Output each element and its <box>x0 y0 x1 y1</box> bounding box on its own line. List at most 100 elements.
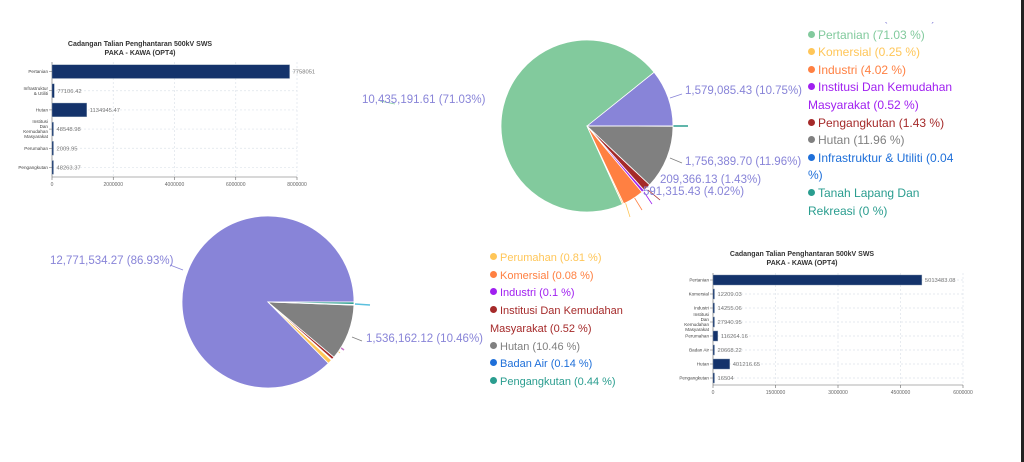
x-tick-label: 3000000 <box>828 390 848 396</box>
bar-value-label: 20668.22 <box>718 348 742 354</box>
bar-value-label: 14255.06 <box>718 306 742 312</box>
bar-value-label: 401216.65 <box>733 362 760 368</box>
bar <box>712 330 719 342</box>
legend-item[interactable]: Perumahan (10.75 %) <box>808 22 960 27</box>
legend-item[interactable]: Pengangkutan (0.44 %) <box>490 374 630 392</box>
legend-dot-icon <box>808 118 815 126</box>
bar-chart-1-title: Cadangan Talian Penghantaran 500kV SWS P… <box>67 41 213 57</box>
bar-chart-1: 0 2000000 4000000 6000000 8000000 7758051 Pert… <box>18 62 316 188</box>
x-tick-label: 1500000 <box>766 390 786 396</box>
category-label: Hutan <box>697 362 710 367</box>
legend-dot-icon <box>490 253 497 260</box>
legend-label: Hutan (11.96 %) <box>818 133 905 148</box>
category-label: Pengangkutan <box>18 165 48 170</box>
legend-label: Perumahan (10.75 %) <box>818 22 935 24</box>
bar-value-label: 12209.03 <box>718 292 742 298</box>
bar-chart-2: 0 1500000 3000000 4500000 6000000 5013483.08 P… <box>679 273 973 396</box>
bar-value-label: 116264.16 <box>721 334 748 340</box>
pie-slice <box>585 125 674 186</box>
legend-dot-icon <box>808 153 815 161</box>
category-label: Pengangkutan <box>679 376 709 381</box>
pie-2-label-largest: 12,771,534.27 (86.93%) <box>50 255 174 267</box>
legend-item[interactable]: Badan Air (0.14 %) <box>490 356 630 374</box>
legend-dot-icon <box>808 30 815 38</box>
category-label: Pertanian <box>28 69 48 74</box>
bar <box>51 121 54 137</box>
pie-1-label-perumahan: 1,579,085.43 (10.75%) <box>685 85 803 97</box>
legend-label: Pengangkutan (1.43 %) <box>818 115 945 130</box>
legend-dot-icon <box>490 359 497 367</box>
bar-value-label: 2009.95 <box>57 146 78 152</box>
bar-value-label: 27940.95 <box>718 320 742 326</box>
pie-slice <box>500 39 655 213</box>
window-edge <box>1021 0 1024 462</box>
legend-item[interactable]: Industri (0.1 %) <box>490 285 630 303</box>
bar <box>712 274 923 286</box>
legend-label: Institusi Dan Kemudahan Masyarakat (0.52… <box>808 80 953 112</box>
legend-dot-icon <box>808 48 815 56</box>
x-tick-label: 0 <box>712 390 715 396</box>
legend-label: Infrastruktur & Utiliti (0.04 %) <box>808 150 954 183</box>
legend-label: Badan Air (0.14 %) <box>500 358 593 371</box>
bar <box>712 358 730 370</box>
legend-item[interactable]: Perumahan (0.81 %) <box>490 250 630 268</box>
category-label: Industri <box>694 306 709 311</box>
bar <box>712 372 715 384</box>
bar <box>712 302 715 314</box>
pie-chart-1 <box>380 39 688 218</box>
category-label: Infrastruktur & Utiliti <box>23 86 48 96</box>
bar-value-label: 48548.98 <box>57 127 81 133</box>
pie-1-legend: Perumahan (10.75 %) Pertanian (71.03 %) Ko… <box>808 22 968 242</box>
bar-value-label: 7758051 <box>293 70 316 76</box>
bar-value-label: 5013483.08 <box>925 278 956 284</box>
bar-chart-2-title: Cadangan Talian Penghantaran 500kV SWS P… <box>729 251 875 267</box>
category-label: Perumahan <box>24 146 48 151</box>
pie-slice <box>267 301 355 305</box>
bar-value-label: 77106.42 <box>57 89 81 95</box>
legend-item[interactable]: Institusi Dan Kemudahan Masyarakat (0.52… <box>490 303 630 338</box>
legend-item[interactable]: Komersial (0.08 %) <box>490 268 630 286</box>
bar <box>51 102 87 118</box>
bar-value-label: 48263.37 <box>57 165 81 171</box>
pie-chart-2 <box>169 215 371 389</box>
pie-1-label-industri: 591,315.43 (4.02%) <box>643 186 745 198</box>
x-tick-label: 6000000 <box>953 390 973 396</box>
x-tick-label: 4500000 <box>891 390 911 396</box>
bar-value-label: 1134945.47 <box>90 108 120 114</box>
legend-item[interactable]: Infrastruktur & Utiliti (0.04 %) <box>808 150 960 185</box>
legend-item[interactable]: Tanah Lapang Dan Rekreasi (0 %) <box>808 185 960 220</box>
legend-dot-icon <box>808 65 815 73</box>
x-tick-label: 0 <box>51 182 54 188</box>
pie-1-label-hutan: 1,756,389.70 (11.96%) <box>685 156 802 168</box>
category-label: Badan Air <box>689 348 709 353</box>
legend-label: Komersial (0.25 %) <box>818 45 921 60</box>
pie-1-leaders <box>380 93 688 218</box>
legend-label: Perumahan (0.81 %) <box>500 252 602 264</box>
legend-dot-icon <box>490 306 497 314</box>
category-label: Pertanian <box>689 278 709 283</box>
legend-item[interactable]: Pengangkutan (1.43 %) <box>808 115 960 133</box>
bar <box>712 316 715 328</box>
legend-item[interactable]: Industri (4.02 %) <box>808 62 960 80</box>
category-label: Perumahan <box>685 334 709 339</box>
pie-1-label-pengangkutan: 209,366.13 (1.43%) <box>660 174 762 186</box>
pie-slice <box>181 215 355 389</box>
legend-item[interactable]: Komersial (0.25 %) <box>808 44 960 62</box>
legend-label: Industri (0.1 %) <box>500 287 575 300</box>
legend-label: Hutan (10.46 %) <box>500 340 581 353</box>
category-label: Institusi Dan Kemudahan Masyarakat <box>684 312 709 332</box>
legend-dot-icon <box>808 83 815 91</box>
legend-dot-icon <box>808 188 815 196</box>
x-tick-label: 6000000 <box>226 182 246 188</box>
bar-value-label: 16504 <box>718 376 735 382</box>
legend-item[interactable]: Hutan (10.46 %) <box>490 339 630 357</box>
bar <box>51 160 54 175</box>
legend-item[interactable]: Institusi Dan Kemudahan Masyarakat (0.52… <box>808 79 960 114</box>
pie-2-legend: Perumahan (0.81 %) Komersial (0.08 %) Indu… <box>490 244 640 414</box>
legend-item[interactable]: Hutan (11.96 %) <box>808 132 960 150</box>
legend-label: Komersial (0.08 %) <box>500 269 594 282</box>
legend-item[interactable]: Pertanian (71.03 %) <box>808 27 960 45</box>
category-label: Hutan <box>36 107 49 112</box>
pie-1-label-pertanian: 10,435,191.61 (71.03%) <box>362 94 486 106</box>
legend-label: Institusi Dan Kemudahan Masyarakat (0.52… <box>490 305 623 335</box>
